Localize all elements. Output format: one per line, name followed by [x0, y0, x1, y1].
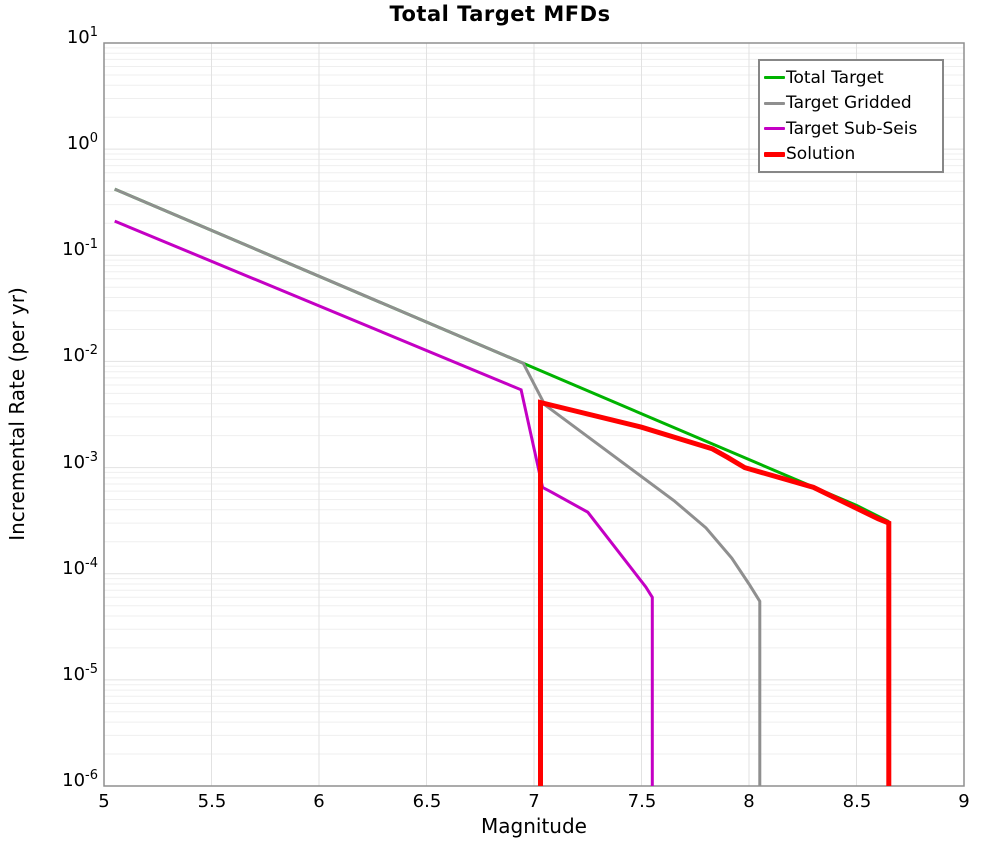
y-tick-label: 101: [66, 25, 98, 48]
legend-item-target-gridded: Target Gridded: [764, 93, 938, 113]
legend-swatch-total-target: [764, 76, 785, 80]
x-tick-label: 5: [98, 791, 110, 812]
legend-swatch-solution: [764, 151, 785, 157]
y-tick-label: 100: [66, 131, 98, 154]
chart-title: Total Target MFDs: [389, 2, 611, 26]
y-tick-label: 10-6: [62, 768, 98, 791]
series-line-target-gridded: [114, 187, 762, 786]
series-line-solution: [538, 399, 892, 786]
x-tick-label: 8: [743, 791, 755, 812]
y-axis-label: Incremental Rate (per yr): [5, 287, 29, 541]
legend-swatch-target-gridded: [764, 101, 785, 105]
x-tick-label: 7: [528, 791, 540, 812]
series-line-target-sub-seis: [114, 219, 654, 786]
x-tick-label: 9: [958, 791, 970, 812]
y-tick-label: 10-2: [62, 343, 98, 366]
x-tick-label: 7.5: [627, 791, 657, 812]
legend-item-target-sub-seis: Target Sub-Seis: [764, 119, 938, 139]
legend-label: Solution: [786, 144, 856, 165]
y-tick-label: 10-4: [62, 556, 98, 579]
x-tick-label: 6: [313, 791, 325, 812]
legend-item-total-target: Total Target: [764, 68, 938, 88]
x-tick-label: 6.5: [412, 791, 442, 812]
y-tick-label: 10-3: [62, 450, 98, 473]
y-tick-label: 10-1: [62, 237, 98, 260]
legend-label: Target Gridded: [786, 93, 912, 114]
legend: Total Target Target Gridded Target Sub-S…: [758, 59, 944, 173]
x-axis-label: Magnitude: [481, 814, 587, 838]
legend-label: Total Target: [786, 67, 884, 88]
y-tick-label: 10-5: [62, 662, 98, 685]
legend-item-solution: Solution: [764, 144, 938, 164]
x-tick-label: 5.5: [197, 791, 227, 812]
legend-swatch-target-sub-seis: [764, 127, 785, 131]
legend-label: Target Sub-Seis: [786, 118, 918, 139]
x-tick-label: 8.5: [842, 791, 872, 812]
plot-border: [103, 42, 965, 787]
